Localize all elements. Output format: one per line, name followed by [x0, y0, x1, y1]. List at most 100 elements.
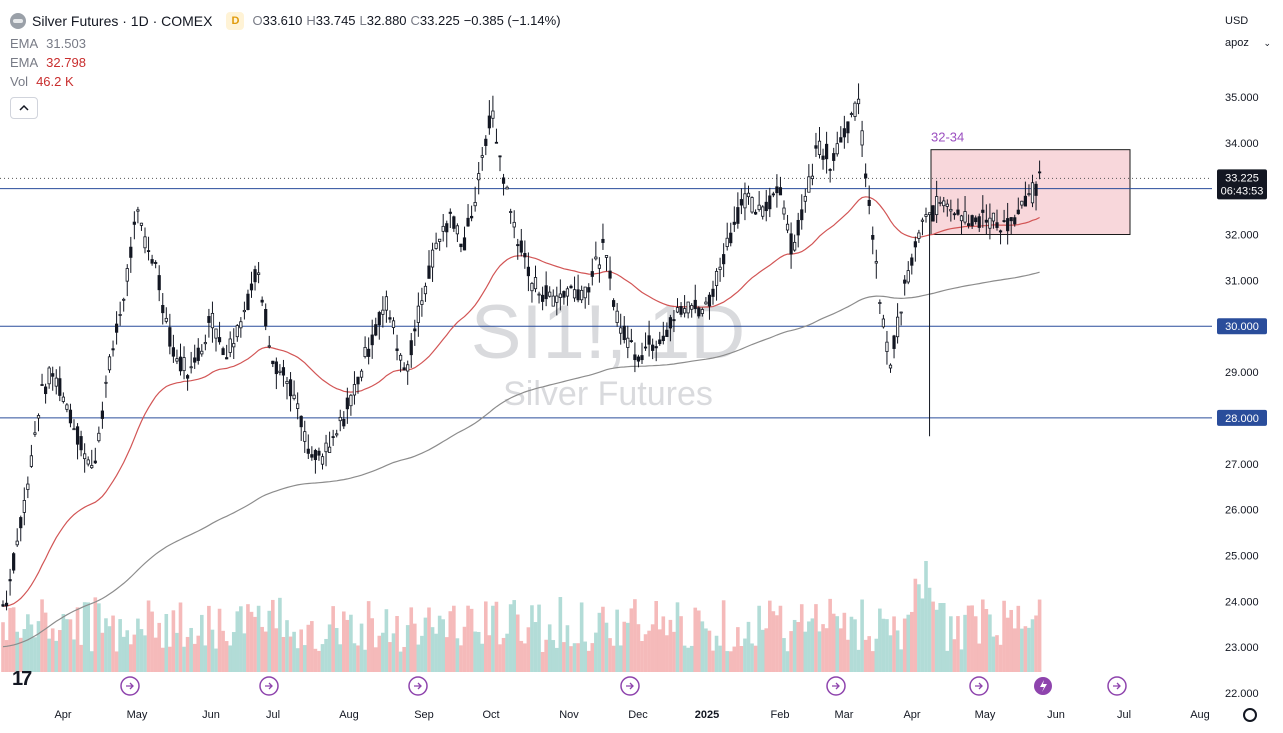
earnings-event-icon[interactable] [1034, 677, 1052, 695]
candle-body [406, 364, 410, 372]
volume-bar [278, 597, 282, 672]
currency-select[interactable]: USD [1221, 10, 1271, 32]
symbol-title[interactable]: Silver Futures · 1D · COMEX [32, 13, 213, 29]
volume-bar [217, 608, 222, 672]
volume-bar [203, 645, 208, 672]
candle-body [665, 329, 669, 337]
collapse-legend-button[interactable] [10, 97, 38, 119]
candle [320, 453, 325, 470]
candle [793, 234, 797, 252]
dividend-event-icon[interactable] [826, 676, 846, 696]
candle-body [935, 196, 939, 216]
dividend-event-icon[interactable] [120, 676, 140, 696]
candle [317, 447, 321, 461]
candle-body [44, 386, 48, 395]
level-axis-tag[interactable] [1217, 318, 1267, 335]
candle-body [494, 141, 499, 144]
dividend-event-icon[interactable] [620, 676, 640, 696]
volume-bar [146, 600, 151, 672]
last-price-tag[interactable] [1217, 169, 1267, 200]
candle-body [761, 206, 765, 217]
volume-bar [828, 598, 832, 672]
indicator-ema-fast[interactable]: EMA 32.798 [10, 54, 565, 72]
indicator-volume[interactable]: Vol 46.2 K [10, 73, 565, 91]
candle [661, 321, 665, 345]
dividend-event-icon[interactable] [259, 676, 279, 696]
volume-bar [750, 643, 754, 672]
low-label: L [359, 13, 367, 28]
volume-bar [732, 646, 737, 672]
candle-body [686, 301, 690, 314]
candle [771, 191, 775, 198]
candle [253, 265, 257, 291]
volume-bar [381, 632, 385, 672]
gear-icon[interactable] [1243, 708, 1257, 722]
volume-bar [501, 637, 506, 672]
high-value: 33.745 [315, 13, 356, 28]
candle [345, 387, 349, 424]
candle-body [8, 579, 12, 582]
candle-body [338, 416, 342, 422]
candle-body [143, 236, 147, 249]
countdown-label: 06:43:53 [1221, 185, 1264, 197]
x-tick-label: Dec [628, 709, 648, 721]
volume-bar [324, 638, 328, 672]
candle [409, 332, 413, 368]
candle [569, 284, 573, 289]
candle-body [505, 186, 509, 190]
volume-bar [757, 605, 761, 672]
candle-body [963, 211, 967, 223]
candle-body [789, 233, 793, 255]
volume-bar [359, 623, 364, 672]
candle-body [207, 316, 211, 323]
interval-badge[interactable]: D [226, 12, 245, 30]
volume-bar [8, 607, 12, 672]
candle [1034, 181, 1038, 211]
ema-slow-line[interactable] [2, 271, 1040, 648]
x-tick-label: Nov [559, 709, 579, 721]
symbol-row[interactable]: Silver Futures · 1D · COMEX D O33.610 H3… [10, 8, 565, 34]
candle-body [565, 288, 570, 297]
candle [139, 222, 144, 231]
candle [90, 449, 94, 469]
event-arrow [626, 682, 634, 690]
volume-bar [537, 604, 541, 672]
tradingview-logo[interactable]: 17 [12, 668, 32, 690]
level-axis-tag[interactable] [1217, 409, 1267, 426]
volume-bar [959, 649, 964, 672]
candle [558, 279, 562, 311]
candle-body [988, 217, 992, 229]
candle-body [828, 169, 832, 171]
scale-select[interactable]: apoz ⌄ [1221, 32, 1271, 54]
candle [242, 301, 246, 320]
dividend-event-icon[interactable] [408, 676, 428, 696]
candle [984, 204, 988, 235]
x-tick-label: Feb [771, 709, 790, 721]
candle [647, 320, 651, 357]
volume-bar [310, 621, 314, 672]
volume-bar [558, 597, 563, 672]
y-tick-label: 26.000 [1225, 505, 1259, 517]
volume-bar [860, 599, 864, 672]
candle-body [420, 300, 424, 305]
candle-body [320, 456, 325, 465]
candle [803, 188, 807, 213]
candle [171, 334, 175, 363]
candle [100, 401, 104, 429]
volume-bar [760, 629, 765, 672]
candle [612, 298, 616, 311]
volume-bar [640, 641, 644, 672]
candle [281, 359, 286, 387]
candle-body [139, 222, 144, 226]
volume-bar [160, 647, 165, 672]
candle-body [647, 335, 651, 345]
volume-bar [363, 649, 367, 672]
candle [83, 443, 87, 473]
dividend-event-icon[interactable] [969, 676, 989, 696]
candle-body [839, 137, 843, 143]
dividend-event-icon[interactable] [1107, 676, 1127, 696]
indicator-ema-slow[interactable]: EMA 31.503 [10, 35, 565, 53]
candle [459, 243, 463, 253]
